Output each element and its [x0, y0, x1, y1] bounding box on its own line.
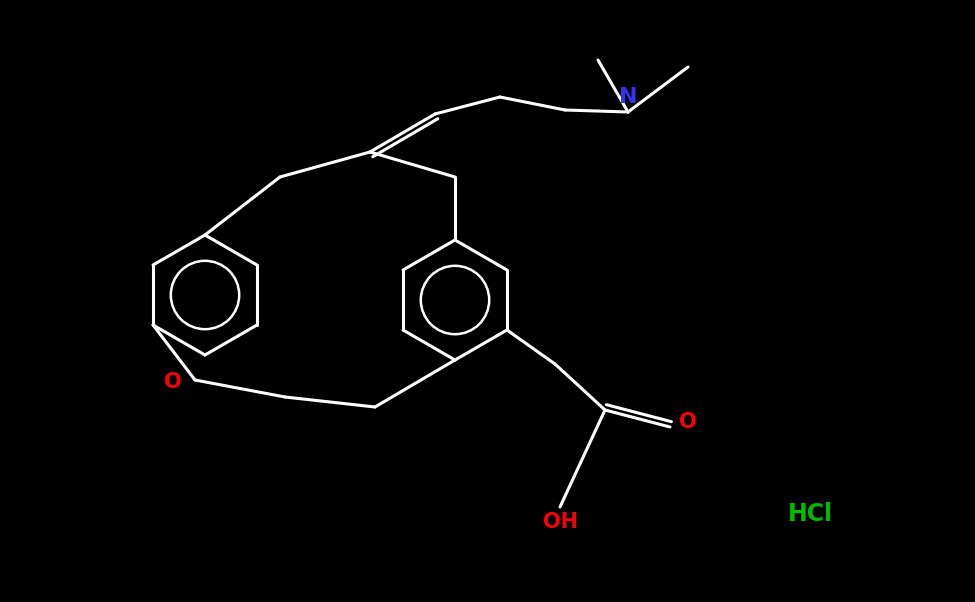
- Text: O: O: [680, 412, 697, 432]
- Text: O: O: [164, 372, 181, 392]
- Text: OH: OH: [542, 512, 577, 532]
- Text: HCl: HCl: [788, 502, 833, 526]
- Text: N: N: [619, 87, 638, 107]
